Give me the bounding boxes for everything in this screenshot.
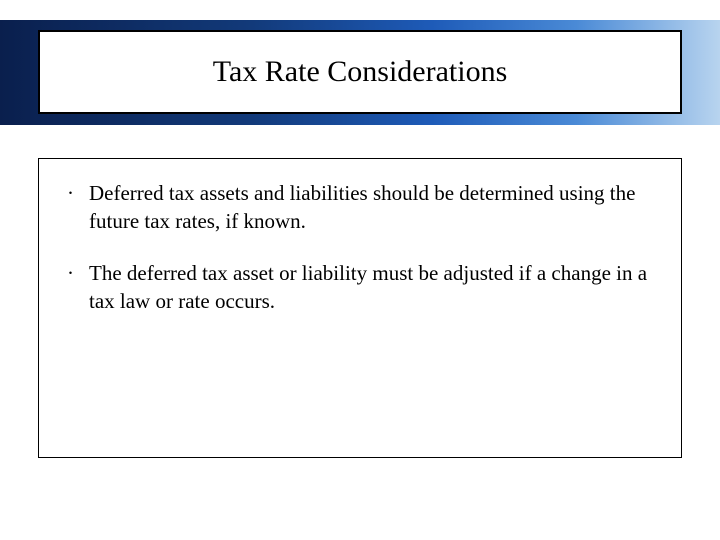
bullet-text: Deferred tax assets and liabilities shou… [89, 179, 653, 235]
bullet-marker-icon: · [67, 259, 89, 287]
bullet-item: · The deferred tax asset or liability mu… [67, 259, 653, 315]
bullet-item: · Deferred tax assets and liabilities sh… [67, 179, 653, 235]
title-box: Tax Rate Considerations [38, 30, 682, 114]
content-box: · Deferred tax assets and liabilities sh… [38, 158, 682, 458]
bullet-text: The deferred tax asset or liability must… [89, 259, 653, 315]
bullet-marker-icon: · [67, 179, 89, 207]
slide-title: Tax Rate Considerations [213, 55, 508, 89]
